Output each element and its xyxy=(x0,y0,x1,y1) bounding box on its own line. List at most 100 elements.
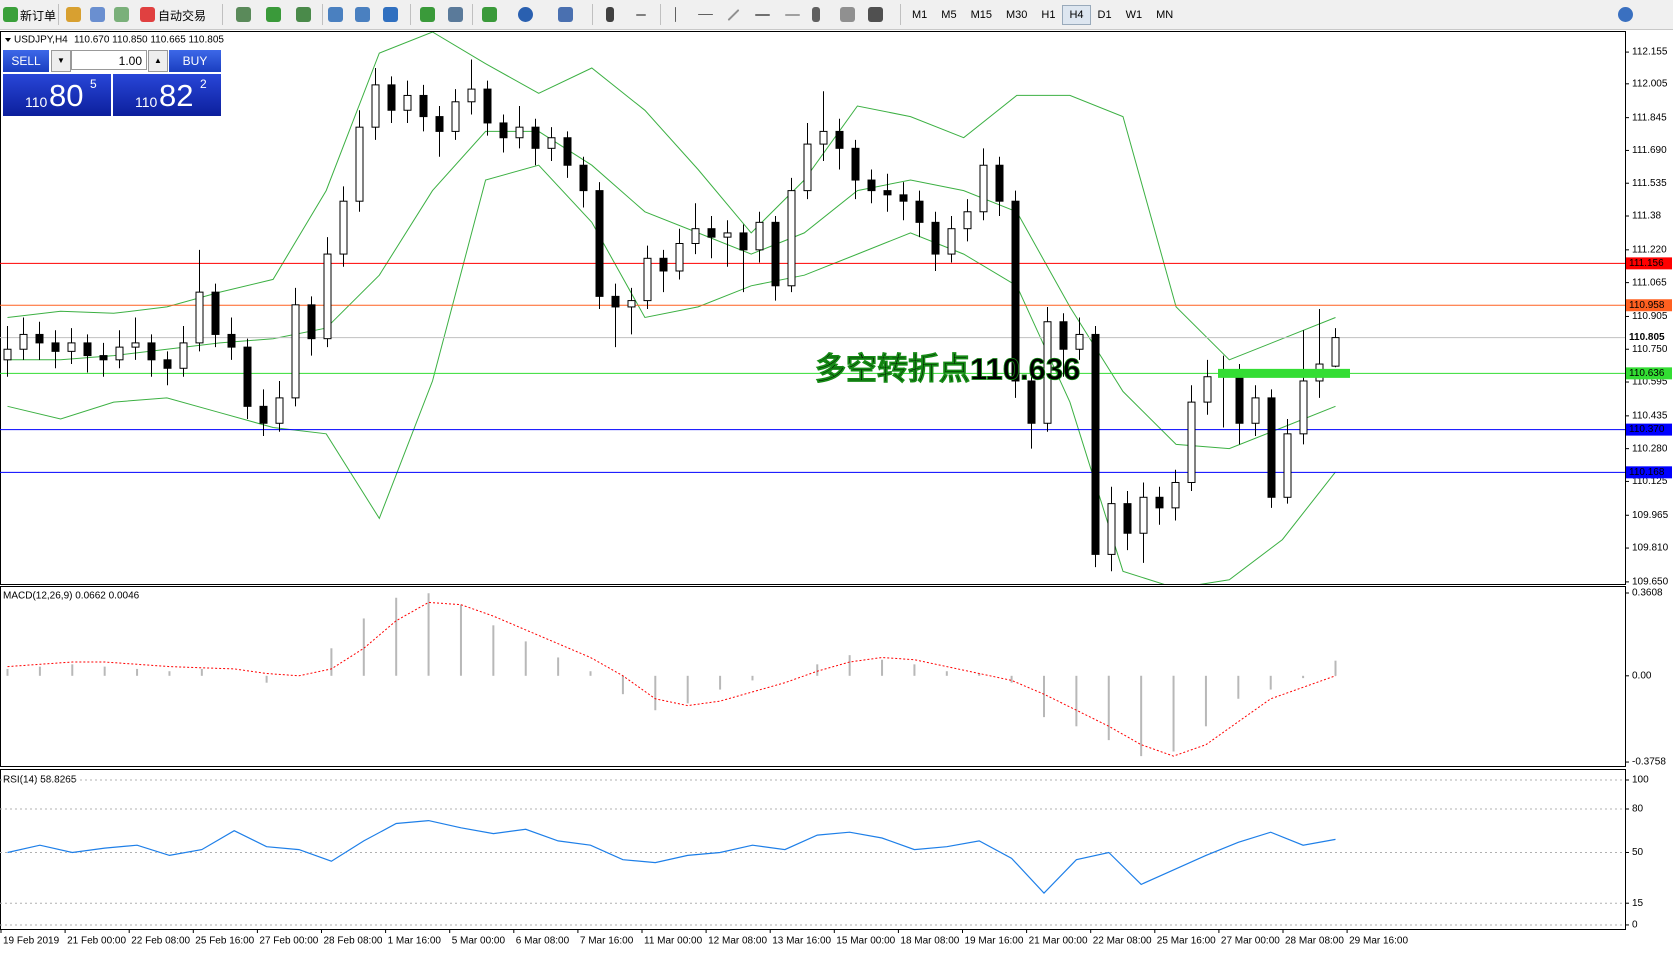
candle-body xyxy=(195,291,204,344)
x-tick-label: 19 Mar 16:00 xyxy=(965,936,1024,947)
lots-down[interactable]: ▼ xyxy=(51,50,71,72)
label-tool[interactable] xyxy=(840,7,855,22)
vertical-line[interactable] xyxy=(675,7,676,22)
timeframe-button[interactable]: M1 xyxy=(912,9,928,21)
level-label-box xyxy=(1626,299,1672,312)
toolbar-icon[interactable] xyxy=(420,7,435,22)
y-tick-label: 110.905 xyxy=(1632,311,1668,322)
auto-trading[interactable]: 自动交易 xyxy=(158,9,207,23)
fibo[interactable] xyxy=(785,14,800,16)
level-label-box xyxy=(1626,423,1672,436)
candle-body xyxy=(931,221,940,255)
toolbar-icon[interactable] xyxy=(383,7,398,22)
x-tick-label: 13 Mar 16:00 xyxy=(772,936,831,947)
x-tick-label: 11 Mar 00:00 xyxy=(644,936,703,947)
level-label: 110.370 xyxy=(1629,424,1665,435)
main-frame xyxy=(0,31,1626,585)
zoom-out[interactable] xyxy=(355,7,370,22)
x-tick-label: 21 Feb 00:00 xyxy=(67,936,126,947)
crosshair[interactable] xyxy=(636,14,646,16)
buy-button[interactable]: BUY xyxy=(169,50,221,72)
candle-body xyxy=(51,342,60,352)
candle-body xyxy=(1043,321,1052,424)
ask-main: 82 xyxy=(159,78,194,113)
timeframe-button[interactable]: M5 xyxy=(941,9,957,21)
candle-body xyxy=(883,190,892,196)
timeframe-button[interactable]: M30 xyxy=(1005,9,1028,21)
sell-button[interactable]: SELL xyxy=(3,50,49,72)
separator xyxy=(58,4,59,25)
timeframe-button[interactable]: M15 xyxy=(970,9,992,21)
timeframe-button[interactable]: MN xyxy=(1156,9,1174,21)
periods[interactable] xyxy=(518,7,533,22)
timeframe-button[interactable]: W1 xyxy=(1125,9,1143,21)
candle-body xyxy=(83,342,92,357)
candle-body xyxy=(35,333,44,344)
lots-input[interactable]: 1.00 xyxy=(71,50,147,70)
bid-box[interactable]: 110 80 5 xyxy=(3,74,111,116)
y-tick-label: 109.965 xyxy=(1632,510,1669,521)
zoom-in[interactable] xyxy=(328,7,343,22)
toolbar-icon[interactable] xyxy=(266,7,281,22)
y-tick-label: 0.00 xyxy=(1632,670,1652,681)
candle-body xyxy=(371,84,380,128)
x-tick-label: 22 Feb 08:00 xyxy=(131,936,190,947)
channel[interactable] xyxy=(755,14,770,16)
search[interactable] xyxy=(1618,7,1633,22)
arrows[interactable] xyxy=(868,7,883,22)
y-tick-label: 110.595 xyxy=(1632,377,1668,388)
auto-trading-icon[interactable] xyxy=(140,7,155,22)
candle-body xyxy=(659,257,668,272)
candle-body xyxy=(1155,496,1164,509)
timeframe-button[interactable]: H4 xyxy=(1062,5,1091,25)
candle-body xyxy=(131,342,140,348)
toolbar-icon[interactable] xyxy=(90,7,105,22)
y-tick-label: 109.810 xyxy=(1632,543,1669,554)
new-order-icon[interactable] xyxy=(3,7,18,22)
candle-body xyxy=(723,232,732,238)
candle-body xyxy=(1187,401,1196,483)
bid-big: 110 xyxy=(25,94,48,110)
lots-up[interactable]: ▲ xyxy=(148,50,168,72)
candle-body xyxy=(579,164,588,192)
cursor[interactable] xyxy=(606,7,614,22)
level-label: 111.156 xyxy=(1629,258,1664,269)
templates[interactable] xyxy=(558,7,573,22)
candle-body xyxy=(483,88,492,124)
indicators[interactable] xyxy=(482,7,497,22)
axes: 112.155 112.005 111.845 111.690 111.535 111.3… xyxy=(0,47,1672,947)
timeframe-button[interactable]: H1 xyxy=(1041,9,1056,21)
candle-body xyxy=(243,346,252,407)
y-tick-label: 111.845 xyxy=(1632,112,1667,123)
x-tick-label: 15 Mar 00:00 xyxy=(836,936,895,947)
toolbar-icon[interactable] xyxy=(296,7,311,22)
candle-body xyxy=(947,228,956,255)
toolbar-icon[interactable] xyxy=(114,7,129,22)
candle-body xyxy=(451,101,460,132)
candle-body xyxy=(1011,200,1020,382)
candle-body xyxy=(179,342,188,369)
y-tick-label: 15 xyxy=(1632,898,1644,909)
title-marker xyxy=(5,38,11,42)
ask-box[interactable]: 110 82 2 xyxy=(113,74,221,116)
candle-body xyxy=(467,88,476,103)
candle-body xyxy=(435,116,444,132)
toolbar-icon[interactable] xyxy=(448,7,463,22)
toolbar-icon[interactable] xyxy=(66,7,81,22)
candle-body xyxy=(403,94,412,111)
text-tool[interactable] xyxy=(812,7,820,22)
timeframe-button[interactable]: D1 xyxy=(1097,9,1112,21)
toolbar-icon[interactable] xyxy=(236,7,251,22)
x-tick-label: 27 Feb 00:00 xyxy=(259,936,318,947)
x-tick-label: 7 Mar 16:00 xyxy=(580,936,634,947)
y-tick-label: 111.38 xyxy=(1632,211,1662,222)
y-tick-label: 112.005 xyxy=(1632,78,1668,89)
candle-body xyxy=(739,232,748,251)
candle-body xyxy=(259,405,268,424)
level-label-box xyxy=(1626,257,1672,270)
new-order[interactable]: 新订单 xyxy=(20,9,57,23)
candle-body xyxy=(115,346,124,361)
y-tick-label: 80 xyxy=(1632,804,1644,815)
horizontal-line[interactable] xyxy=(698,14,713,15)
